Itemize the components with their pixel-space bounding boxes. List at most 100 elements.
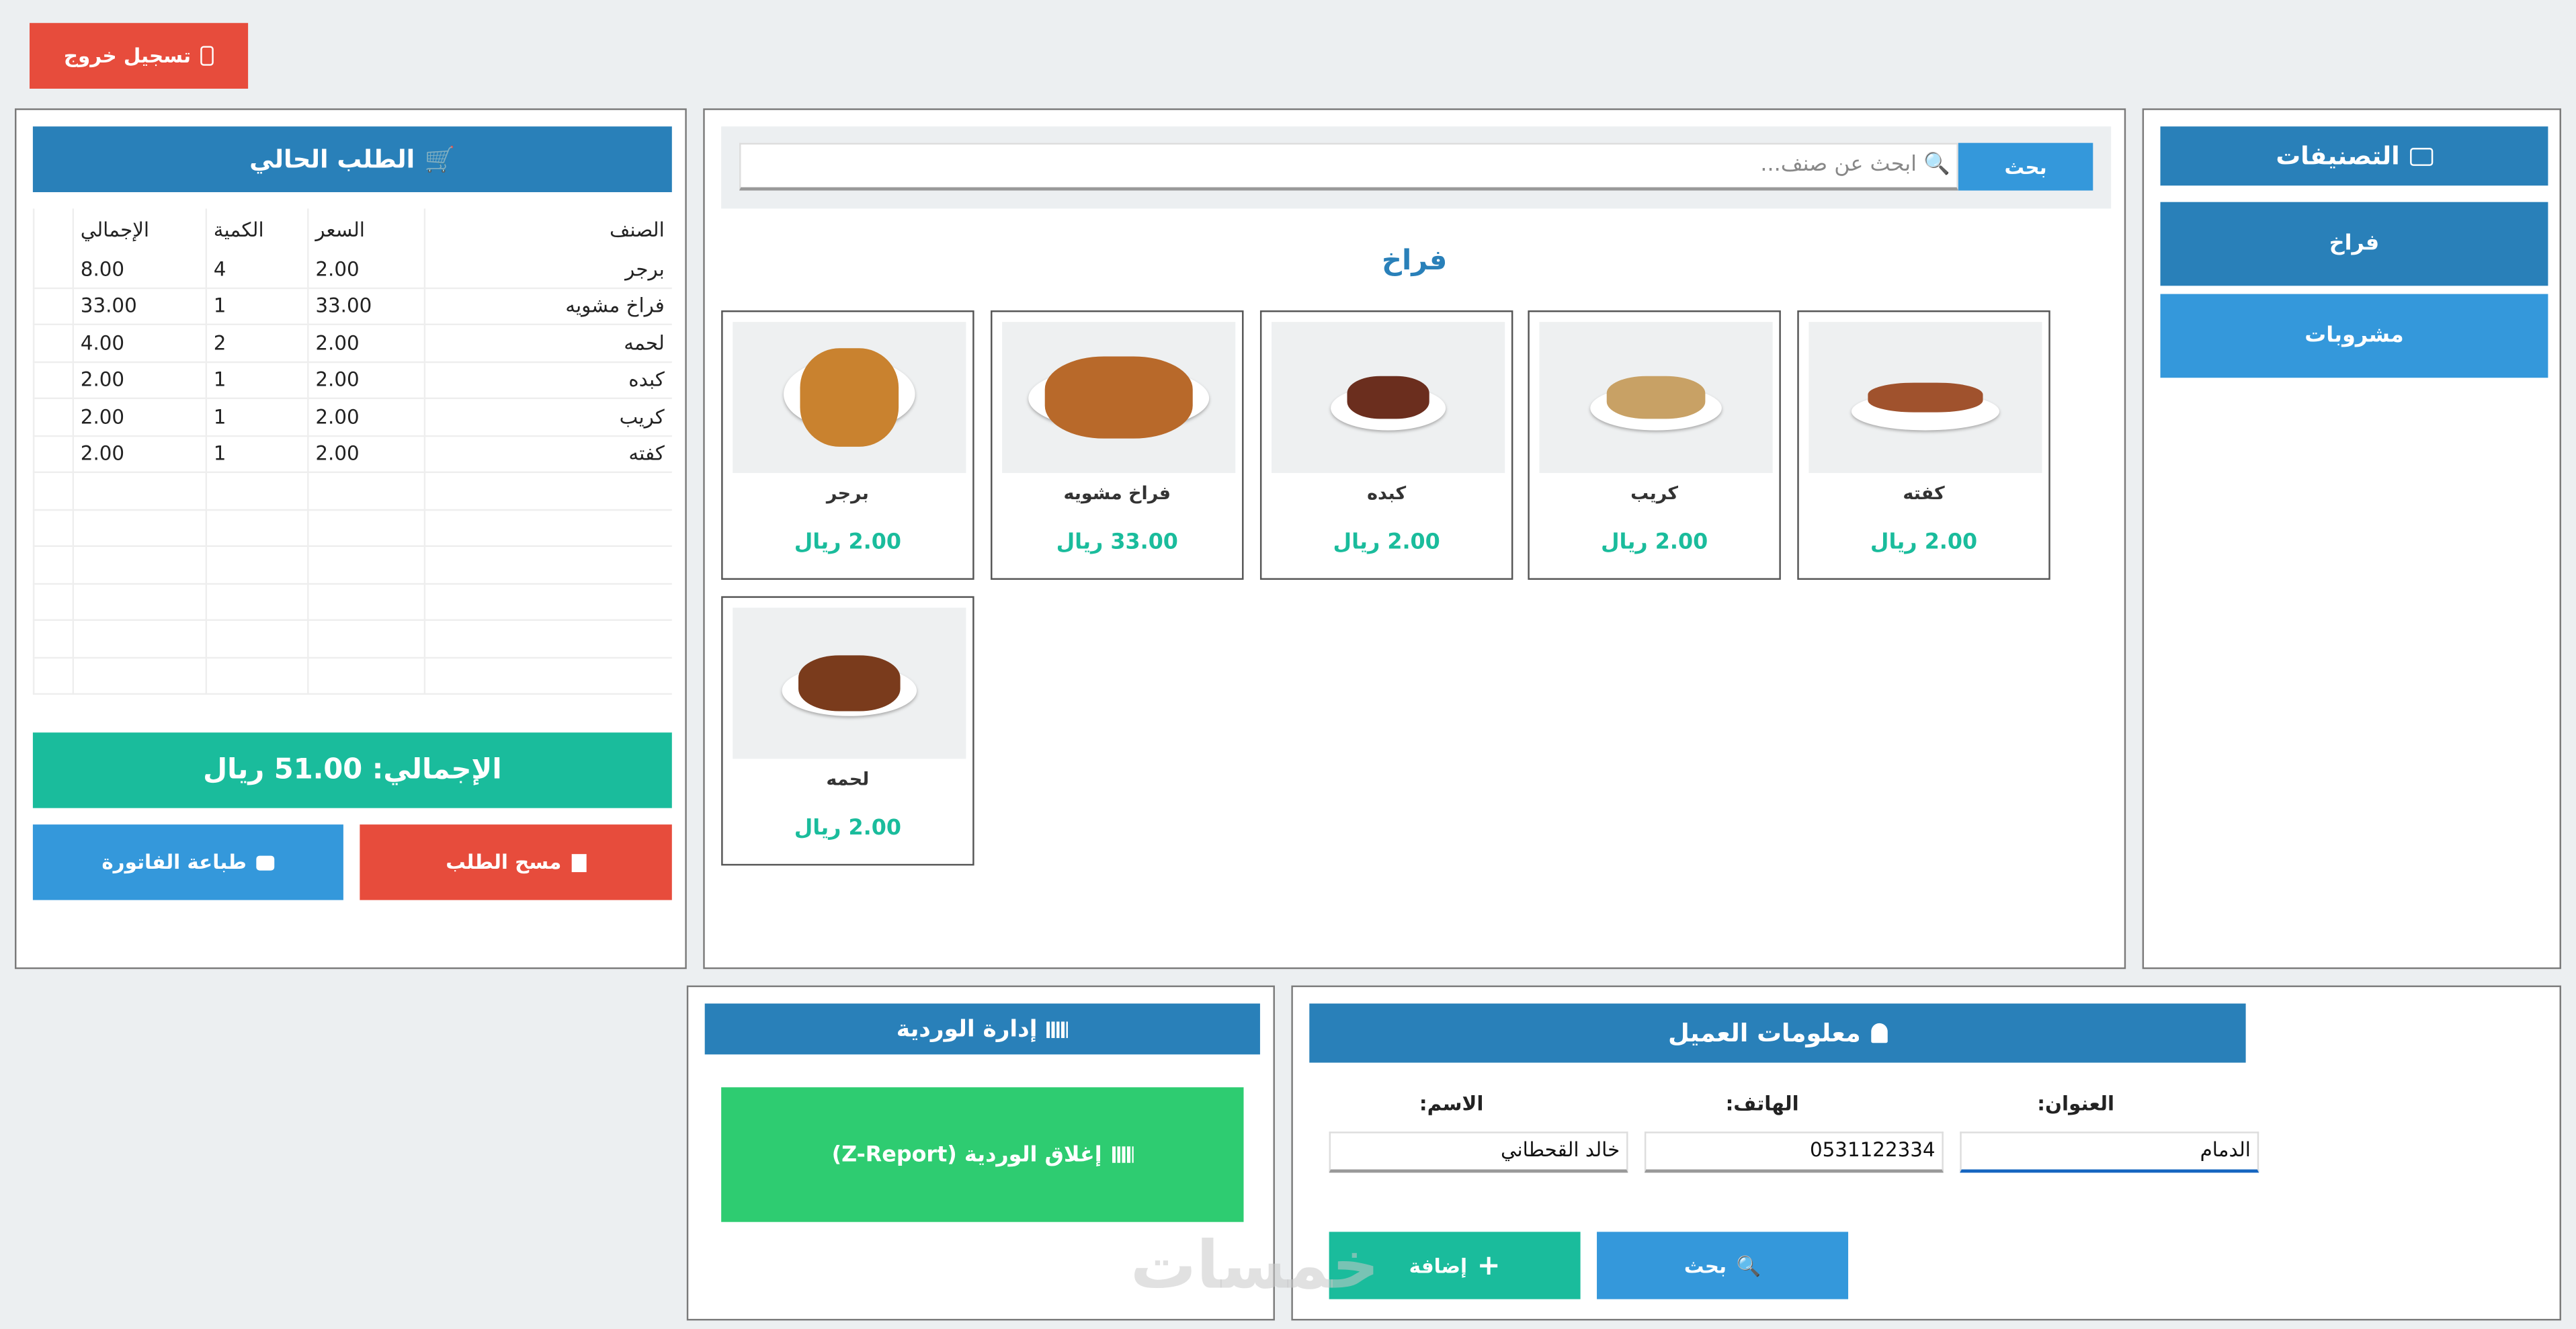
watermark-logo: خمسات bbox=[1130, 1228, 1380, 1304]
table-row[interactable]: كبده 2.00 1 2.00 bbox=[32, 361, 671, 399]
category-item-chicken[interactable]: فراخ bbox=[2160, 202, 2548, 286]
cell-total bbox=[72, 509, 206, 547]
customer-panel: معلومات العميل العنوان: الهاتف: الاسم: ا… bbox=[1291, 985, 2561, 1321]
printer-icon bbox=[256, 855, 275, 870]
clear-order-label: مسح الطلب bbox=[446, 851, 562, 874]
col-header-blank bbox=[32, 208, 73, 252]
plus-icon: + bbox=[1477, 1249, 1501, 1282]
food-image bbox=[733, 322, 966, 474]
logout-label: تسجيل خروج bbox=[63, 44, 192, 68]
clear-order-button[interactable]: مسح الطلب bbox=[360, 824, 672, 900]
shift-title: إدارة الوردية bbox=[896, 1015, 1038, 1043]
menu-item-price: 2.00 ريال bbox=[1870, 530, 1978, 556]
cell-total: 2.00 bbox=[72, 435, 206, 473]
menu-item-card[interactable]: برجر 2.00 ريال bbox=[721, 310, 974, 580]
close-shift-button[interactable]: إغلاق الوردية (Z-Report) bbox=[721, 1087, 1244, 1222]
categories-header: التصنيفات bbox=[2160, 126, 2548, 186]
cell-total: 4.00 bbox=[72, 324, 206, 362]
cell-price bbox=[307, 546, 425, 584]
menu-panel: 🔍 ابحث عن صنف... بحث فراخ كفته 2.00 ريال… bbox=[703, 108, 2126, 970]
address-label: العنوان: bbox=[2037, 1092, 2115, 1115]
search-button[interactable]: بحث bbox=[1958, 142, 2093, 191]
col-header-price: السعر bbox=[307, 208, 425, 252]
cell-blank bbox=[32, 583, 73, 621]
search-input[interactable]: 🔍 ابحث عن صنف... bbox=[739, 142, 1958, 191]
name-label: الاسم: bbox=[1419, 1092, 1484, 1115]
folder-icon bbox=[2409, 146, 2433, 165]
grand-total: الإجمالي: 51.00 ريال bbox=[32, 732, 672, 808]
food-image bbox=[1539, 322, 1773, 474]
categories-title: التصنيفات bbox=[2276, 141, 2400, 171]
cell-item bbox=[423, 656, 671, 695]
name-input[interactable]: خالد القحطاني bbox=[1329, 1131, 1628, 1173]
cell-total: 2.00 bbox=[72, 361, 206, 399]
cell-blank bbox=[32, 619, 73, 658]
address-input[interactable]: الدمام bbox=[1960, 1131, 2259, 1173]
table-row[interactable]: كفته 2.00 1 2.00 bbox=[32, 435, 671, 473]
user-icon bbox=[1870, 1023, 1887, 1043]
table-row[interactable]: فراخ مشويه 33.00 1 33.00 bbox=[32, 287, 671, 325]
cell-price: 2.00 bbox=[307, 251, 425, 289]
cell-blank bbox=[32, 435, 73, 473]
customer-add-button[interactable]: + إضافة bbox=[1329, 1232, 1581, 1299]
phone-input[interactable]: 0531122334 bbox=[1644, 1131, 1944, 1173]
food-image bbox=[733, 607, 966, 759]
logout-button[interactable]: تسجيل خروج bbox=[30, 23, 249, 89]
empty-table-row bbox=[32, 619, 671, 658]
grid-icon bbox=[1112, 1146, 1134, 1163]
menu-item-card[interactable]: فراخ مشويه 33.00 ريال bbox=[991, 310, 1244, 580]
phone-label: الهاتف: bbox=[1725, 1092, 1799, 1115]
cell-blank bbox=[32, 287, 73, 325]
order-header: 🛒 الطلب الحالي bbox=[32, 126, 672, 193]
cell-price: 33.00 bbox=[307, 287, 425, 325]
table-row[interactable]: كريب 2.00 1 2.00 bbox=[32, 398, 671, 436]
menu-item-name: كبده bbox=[1367, 482, 1407, 505]
menu-item-price: 2.00 ريال bbox=[1333, 530, 1440, 556]
order-title: الطلب الحالي bbox=[249, 144, 415, 175]
menu-item-price: 2.00 ريال bbox=[1600, 530, 1708, 556]
menu-item-price: 33.00 ريال bbox=[1056, 530, 1178, 556]
cell-qty: 4 bbox=[205, 251, 308, 289]
cell-blank bbox=[32, 546, 73, 584]
cell-blank bbox=[32, 656, 73, 695]
empty-table-row bbox=[32, 583, 671, 621]
cell-price bbox=[307, 472, 425, 510]
menu-item-price: 2.00 ريال bbox=[794, 816, 901, 841]
menu-item-card[interactable]: كبده 2.00 ريال bbox=[1259, 310, 1513, 580]
menu-item-name: لحمه bbox=[826, 769, 870, 790]
menu-item-card[interactable]: كريب 2.00 ريال bbox=[1528, 310, 1781, 580]
empty-table-row bbox=[32, 656, 671, 695]
customer-search-button[interactable]: 🔍 بحث bbox=[1597, 1232, 1849, 1299]
menu-item-name: كريب bbox=[1630, 482, 1679, 505]
category-item-drinks[interactable]: مشروبات bbox=[2160, 294, 2548, 378]
cell-item: كريب bbox=[423, 398, 671, 436]
col-header-qty: الكمية bbox=[205, 208, 308, 252]
menu-item-name: فراخ مشويه bbox=[1063, 482, 1171, 505]
food-image bbox=[1809, 322, 2042, 474]
menu-item-card[interactable]: كفته 2.00 ريال bbox=[1797, 310, 2050, 580]
table-row[interactable]: لحمه 2.00 2 4.00 bbox=[32, 324, 671, 362]
food-image bbox=[1272, 322, 1505, 474]
cell-item bbox=[423, 546, 671, 584]
menu-item-price: 2.00 ريال bbox=[794, 530, 901, 556]
cell-qty: 1 bbox=[205, 435, 308, 473]
cell-qty bbox=[205, 472, 308, 510]
food-image bbox=[1002, 322, 1236, 474]
cell-total bbox=[72, 656, 206, 695]
table-row[interactable]: برجر 2.00 4 8.00 bbox=[32, 251, 671, 289]
cell-item: برجر bbox=[423, 251, 671, 289]
print-invoice-button[interactable]: طباعة الفاتورة bbox=[32, 824, 343, 900]
customer-header: معلومات العميل bbox=[1309, 1003, 2246, 1063]
menu-item-card[interactable]: لحمه 2.00 ريال bbox=[721, 596, 974, 866]
empty-table-row bbox=[32, 546, 671, 584]
cell-price bbox=[307, 656, 425, 695]
cell-price: 2.00 bbox=[307, 361, 425, 399]
cell-blank bbox=[32, 324, 73, 362]
cell-item: فراخ مشويه bbox=[423, 287, 671, 325]
cell-total: 33.00 bbox=[72, 287, 206, 325]
customer-title: معلومات العميل bbox=[1668, 1018, 1861, 1048]
cell-price: 2.00 bbox=[307, 435, 425, 473]
cell-price: 2.00 bbox=[307, 398, 425, 436]
cell-qty: 1 bbox=[205, 287, 308, 325]
cell-total: 8.00 bbox=[72, 251, 206, 289]
